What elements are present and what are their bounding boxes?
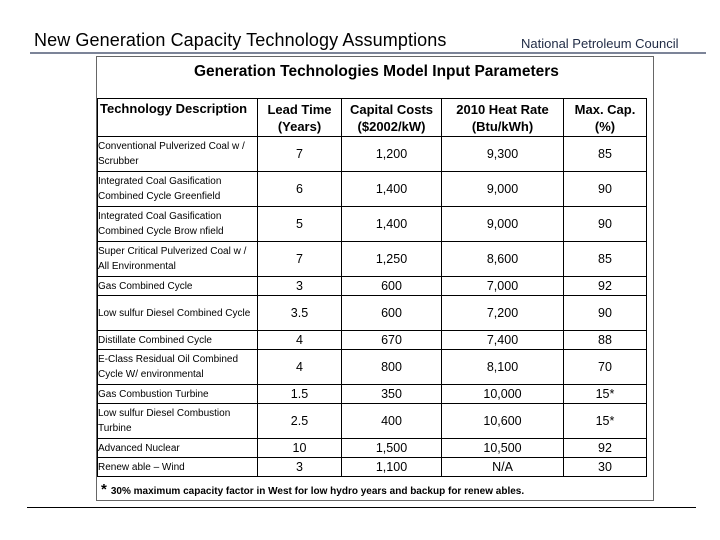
footnote: * 30% maximum capacity factor in West for… bbox=[101, 481, 524, 498]
capital-cost: 1,250 bbox=[341, 241, 442, 277]
table-row: Renew able – Wind 3 1,100 N/A 30 bbox=[97, 457, 647, 477]
max-capacity: 15* bbox=[563, 403, 647, 439]
heat-rate: 9,000 bbox=[441, 206, 564, 242]
max-capacity: 85 bbox=[563, 136, 647, 172]
table-row: Low sulfur Diesel Combined Cycle 3.5 600… bbox=[97, 295, 647, 331]
lead-time: 5 bbox=[257, 206, 342, 242]
heat-rate: 8,100 bbox=[441, 349, 564, 385]
lead-time: 7 bbox=[257, 136, 342, 172]
capital-cost: 670 bbox=[341, 330, 442, 350]
technology-description: Gas Combustion Turbine bbox=[97, 384, 258, 404]
capital-cost: 1,400 bbox=[341, 206, 442, 242]
capital-cost: 400 bbox=[341, 403, 442, 439]
table-row: Low sulfur Diesel Combustion Turbine 2.5… bbox=[97, 403, 647, 439]
column-header: 2010 Heat Rate (Btu/kWh) bbox=[441, 98, 564, 137]
heat-rate: N/A bbox=[441, 457, 564, 477]
table-row: Gas Combustion Turbine 1.5 350 10,000 15… bbox=[97, 384, 647, 404]
table-row: Advanced Nuclear 10 1,500 10,500 92 bbox=[97, 438, 647, 458]
lead-time: 7 bbox=[257, 241, 342, 277]
heat-rate: 8,600 bbox=[441, 241, 564, 277]
lead-time: 2.5 bbox=[257, 403, 342, 439]
table-row: Conventional Pulverized Coal w / Scrubbe… bbox=[97, 136, 647, 172]
heat-rate: 9,300 bbox=[441, 136, 564, 172]
technology-description: Low sulfur Diesel Combined Cycle bbox=[97, 295, 258, 331]
panel-title: Generation Technologies Model Input Para… bbox=[194, 63, 559, 80]
max-capacity: 90 bbox=[563, 295, 647, 331]
footnote-marker: * bbox=[101, 481, 107, 498]
heat-rate: 10,000 bbox=[441, 384, 564, 404]
technology-description: Integrated Coal Gasification Combined Cy… bbox=[97, 171, 258, 207]
table-row: Integrated Coal Gasification Combined Cy… bbox=[97, 171, 647, 207]
organization-name: National Petroleum Council bbox=[521, 36, 679, 51]
capital-cost: 600 bbox=[341, 276, 442, 296]
slide-title: New Generation Capacity Technology Assum… bbox=[34, 30, 447, 50]
heat-rate: 7,400 bbox=[441, 330, 564, 350]
capital-cost: 350 bbox=[341, 384, 442, 404]
lead-time: 3 bbox=[257, 457, 342, 477]
table-header-row: Technology Description Lead Time (Years)… bbox=[97, 98, 647, 137]
lead-time: 4 bbox=[257, 349, 342, 385]
heat-rate: 10,500 bbox=[441, 438, 564, 458]
parameters-panel: Generation Technologies Model Input Para… bbox=[96, 56, 654, 501]
table-row: E-Class Residual Oil Combined Cycle W/ e… bbox=[97, 349, 647, 385]
heat-rate: 9,000 bbox=[441, 171, 564, 207]
technology-description: Integrated Coal Gasification Combined Cy… bbox=[97, 206, 258, 242]
capital-cost: 1,100 bbox=[341, 457, 442, 477]
lead-time: 6 bbox=[257, 171, 342, 207]
heat-rate: 10,600 bbox=[441, 403, 564, 439]
max-capacity: 30 bbox=[563, 457, 647, 477]
max-capacity: 88 bbox=[563, 330, 647, 350]
table-row: Distillate Combined Cycle 4 670 7,400 88 bbox=[97, 330, 647, 350]
column-header: Technology Description bbox=[97, 98, 258, 137]
max-capacity: 85 bbox=[563, 241, 647, 277]
lead-time: 3 bbox=[257, 276, 342, 296]
table-row: Super Critical Pulverized Coal w / All E… bbox=[97, 241, 647, 277]
lead-time: 3.5 bbox=[257, 295, 342, 331]
lead-time: 10 bbox=[257, 438, 342, 458]
capital-cost: 1,400 bbox=[341, 171, 442, 207]
technology-description: Advanced Nuclear bbox=[97, 438, 258, 458]
footnote-text: 30% maximum capacity factor in West for … bbox=[110, 486, 525, 497]
max-capacity: 15* bbox=[563, 384, 647, 404]
technology-description: Renew able – Wind bbox=[97, 457, 258, 477]
column-header: Capital Costs ($2002/kW) bbox=[341, 98, 442, 137]
column-header: Lead Time (Years) bbox=[257, 98, 342, 137]
footer-divider bbox=[27, 507, 696, 508]
max-capacity: 90 bbox=[563, 171, 647, 207]
max-capacity: 70 bbox=[563, 349, 647, 385]
max-capacity: 92 bbox=[563, 438, 647, 458]
technology-description: E-Class Residual Oil Combined Cycle W/ e… bbox=[97, 349, 258, 385]
capital-cost: 800 bbox=[341, 349, 442, 385]
capital-cost: 1,500 bbox=[341, 438, 442, 458]
technology-description: Low sulfur Diesel Combustion Turbine bbox=[97, 403, 258, 439]
max-capacity: 90 bbox=[563, 206, 647, 242]
lead-time: 4 bbox=[257, 330, 342, 350]
technology-description: Conventional Pulverized Coal w / Scrubbe… bbox=[97, 136, 258, 172]
technology-description: Distillate Combined Cycle bbox=[97, 330, 258, 350]
capital-cost: 600 bbox=[341, 295, 442, 331]
header-divider bbox=[30, 52, 706, 54]
column-header: Max. Cap. (%) bbox=[563, 98, 647, 137]
table-row: Integrated Coal Gasification Combined Cy… bbox=[97, 206, 647, 242]
technology-description: Super Critical Pulverized Coal w / All E… bbox=[97, 241, 258, 277]
parameters-table: Technology Description Lead Time (Years)… bbox=[97, 98, 647, 477]
max-capacity: 92 bbox=[563, 276, 647, 296]
heat-rate: 7,200 bbox=[441, 295, 564, 331]
lead-time: 1.5 bbox=[257, 384, 342, 404]
technology-description: Gas Combined Cycle bbox=[97, 276, 258, 296]
capital-cost: 1,200 bbox=[341, 136, 442, 172]
table-row: Gas Combined Cycle 3 600 7,000 92 bbox=[97, 276, 647, 296]
heat-rate: 7,000 bbox=[441, 276, 564, 296]
